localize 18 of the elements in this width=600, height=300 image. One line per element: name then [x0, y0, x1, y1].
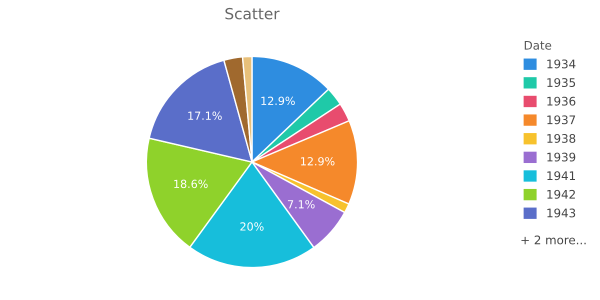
data-label: 17.1% [188, 112, 222, 120]
legend-label: 1937 [547, 115, 576, 124]
legend-label: 1939 [547, 152, 576, 162]
legend-label: 1938 [547, 134, 576, 143]
data-label: 20% [240, 222, 264, 231]
data-label: 12.9% [261, 96, 295, 106]
data-label: 18.6% [174, 180, 208, 188]
text: + 2 more... [521, 235, 586, 244]
data-label: 7.1% [288, 200, 315, 208]
legend-label: 1935 [547, 78, 576, 88]
legend-label: 1943 [547, 208, 576, 218]
legend-label: 1934 [547, 59, 576, 68]
legend-label: 1942 [547, 190, 575, 199]
legend-label: 1936 [547, 96, 576, 106]
legend-title: Date [524, 40, 552, 50]
chart-title: Scatter [225, 8, 280, 20]
data-label: 12.9% [301, 157, 335, 166]
legend-label: 1941 [547, 171, 576, 180]
